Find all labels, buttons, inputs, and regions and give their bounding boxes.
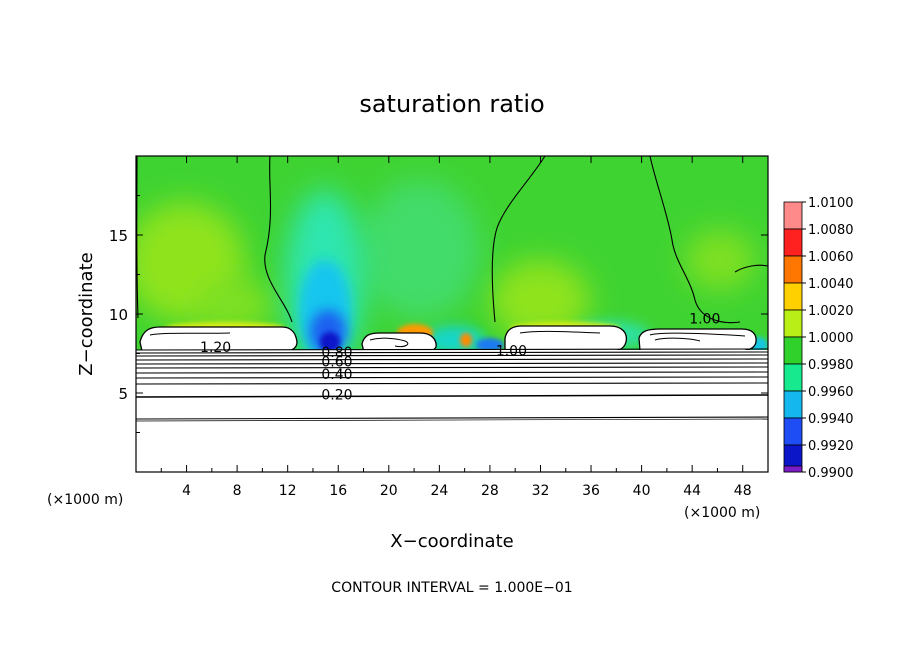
chart-title: saturation ratio: [359, 90, 544, 118]
contour-interval-footer: CONTOUR INTERVAL = 1.000E−01: [331, 580, 572, 596]
x-tick-label: 20: [380, 483, 398, 499]
contour-label: 1.00: [689, 312, 720, 328]
contour-label: 0.40: [321, 367, 352, 383]
x-tick-label: 16: [329, 483, 347, 499]
y-tick-label: 15: [109, 227, 128, 245]
colorbar-swatch: [783, 228, 803, 257]
x-tick-label: 24: [430, 483, 448, 499]
y-tick-label: 10: [109, 306, 128, 324]
x-tick-label: 36: [582, 483, 600, 499]
plot-area: 1.20 0.800.600.40 0.20 1.00 1.00: [136, 156, 768, 472]
colorbar-swatch: [783, 255, 803, 284]
colorbar-swatch: [783, 465, 803, 473]
contour-labels: 1.20 0.800.600.40 0.20 1.00 1.00: [200, 312, 720, 404]
colorbar-swatch: [783, 201, 803, 230]
x-tick-label: 12: [279, 483, 297, 499]
contour-label: 1.00: [496, 343, 527, 359]
colorbar-label: 1.0020: [808, 304, 854, 319]
contour-label: 0.80: [321, 345, 352, 361]
x-axis: 4 8 12 16 20 24 28 32 36 40 44 48: [160, 156, 752, 499]
contour-label: 0.20: [321, 388, 352, 404]
y-tick-label: 5: [118, 385, 128, 403]
colorbar-label: 1.0000: [808, 331, 854, 346]
colorbar-label: 0.9900: [808, 466, 854, 481]
x-axis-label: X−coordinate: [390, 531, 513, 552]
colorbar-label: 0.9960: [808, 385, 854, 400]
saturation-field: [136, 156, 768, 370]
x-unit-label-right: (×1000 m): [684, 505, 760, 521]
colorbar-swatch: [783, 390, 803, 419]
colorbar-label: 1.0040: [808, 277, 854, 292]
x-tick-label: 28: [481, 483, 499, 499]
colorbar-label: 0.9920: [808, 439, 854, 454]
colorbar-swatch: [783, 363, 803, 392]
x-tick-label: 4: [182, 483, 191, 499]
colorbar-swatch: [783, 336, 803, 365]
y-axis: 5 10 15: [109, 195, 768, 433]
contour-lines: [136, 156, 768, 422]
colorbar-label: 1.0060: [808, 250, 854, 265]
x-tick-label: 48: [734, 483, 752, 499]
y-axis-label: Z−coordinate: [76, 252, 97, 375]
contour-label: 0.60: [321, 354, 352, 370]
x-tick-label: 32: [532, 483, 550, 499]
colorbar: 1.0100 1.0080 1.0060 1.0040 1.0020 1.0000 0.99…: [783, 196, 854, 481]
x-unit-label-left: (×1000 m): [47, 492, 123, 508]
x-tick-label: 44: [683, 483, 701, 499]
colorbar-label: 1.0100: [808, 196, 854, 211]
colorbar-swatch: [783, 282, 803, 311]
x-tick-label: 40: [633, 483, 651, 499]
contour-label: 1.20: [200, 340, 231, 356]
colorbar-label: 0.9940: [808, 412, 854, 427]
x-tick-label: 8: [233, 483, 242, 499]
colorbar-label: 1.0080: [808, 223, 854, 238]
colorbar-swatch: [783, 309, 803, 338]
lower-region: [136, 350, 768, 472]
colorbar-swatch: [783, 417, 803, 446]
colorbar-label: 0.9980: [808, 358, 854, 373]
